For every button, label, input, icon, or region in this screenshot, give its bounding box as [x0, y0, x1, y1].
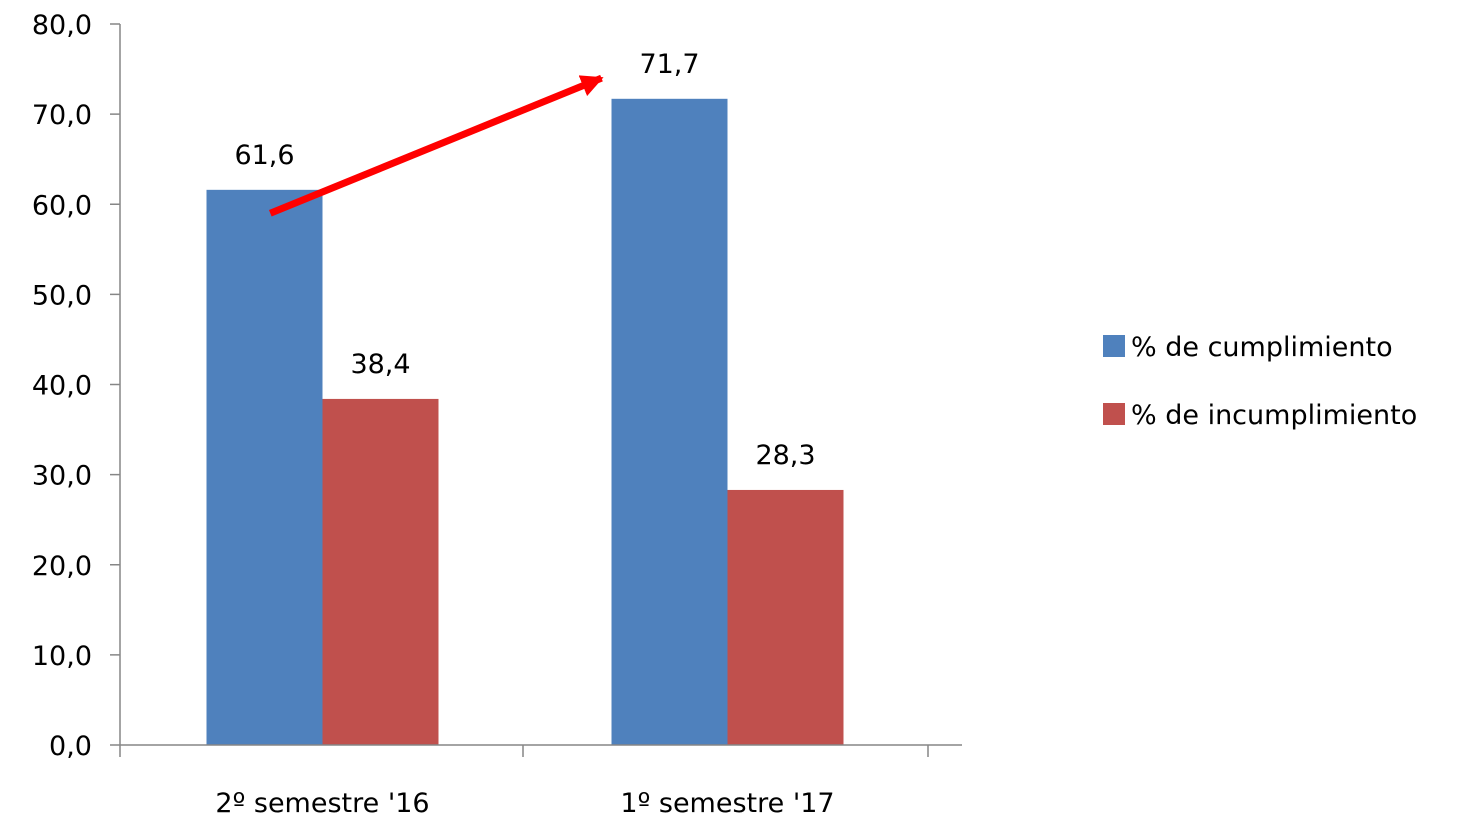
y-tick-label: 80,0 — [32, 10, 92, 41]
bar-de-cumplimiento-1 — [206, 189, 323, 745]
legend-swatch-de-cumplimiento — [1103, 335, 1125, 357]
x-category-label: 2º semestre '16 — [215, 788, 429, 816]
x-category-label: 1º semestre '17 — [620, 788, 834, 816]
bar-de-incumplimiento-2 — [727, 489, 844, 745]
y-tick-label: 10,0 — [32, 641, 92, 672]
data-label-de-incumplimiento-2: 28,3 — [755, 440, 815, 471]
y-tick-label: 50,0 — [32, 280, 92, 311]
y-tick-label: 60,0 — [32, 190, 92, 221]
legend: % de cumplimiento % de incumplimiento — [1103, 332, 1417, 431]
bar-de-cumplimiento-2 — [611, 98, 728, 745]
labels-layer: 61,6 38,4 71,7 28,3 — [234, 49, 815, 471]
y-tick-label: 30,0 — [32, 461, 92, 492]
legend-label-de-cumplimiento: % de cumplimiento — [1131, 332, 1393, 363]
axes-layer: 0,0 10,0 20,0 30,0 40,0 50,0 60,0 70,0 80,0 2º se… — [32, 10, 962, 816]
legend-swatch-de-incumplimiento — [1103, 403, 1125, 425]
bar-de-incumplimiento-1 — [322, 398, 439, 745]
bars-layer — [206, 98, 844, 745]
trend-arrow — [268, 74, 604, 217]
y-tick-label: 70,0 — [32, 100, 92, 131]
y-tick-label: 40,0 — [32, 371, 92, 402]
y-tick-label: 0,0 — [49, 731, 92, 762]
y-tick-label: 20,0 — [32, 551, 92, 582]
data-label-de-cumplimiento-2: 71,7 — [639, 49, 699, 80]
legend-label-de-incumplimiento: % de incumplimiento — [1131, 400, 1417, 431]
annotation-layer — [268, 74, 604, 217]
data-label-de-cumplimiento-1: 61,6 — [234, 140, 294, 171]
data-label-de-incumplimiento-1: 38,4 — [350, 349, 410, 380]
